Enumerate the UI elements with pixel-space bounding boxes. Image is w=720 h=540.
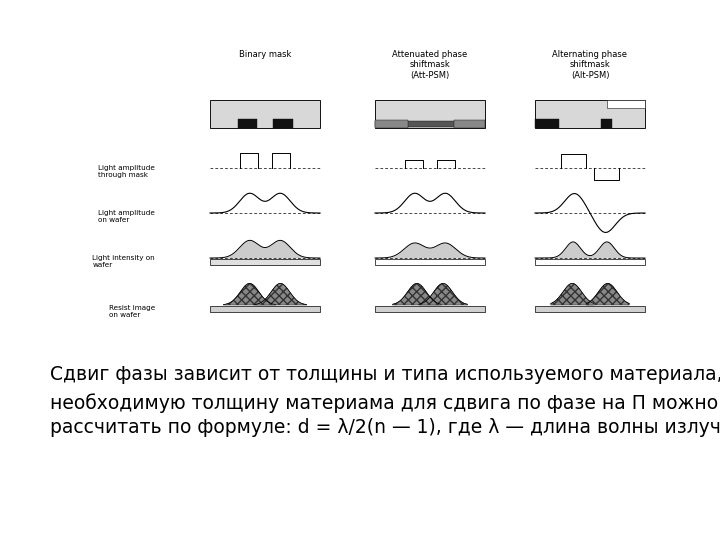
Bar	[375, 259, 485, 265]
Bar	[210, 100, 320, 127]
Bar	[375, 306, 485, 312]
Bar	[210, 259, 320, 265]
Bar	[535, 306, 645, 312]
Bar	[238, 118, 257, 127]
Bar	[606, 100, 645, 107]
Text: необходимую толщину материама для сдвига по фазе на Π можно: необходимую толщину материама для сдвига…	[50, 393, 718, 413]
Bar	[535, 100, 645, 127]
Bar	[454, 119, 485, 127]
Text: Alternating phase
shiftmask
(Alt-PSM): Alternating phase shiftmask (Alt-PSM)	[552, 50, 628, 80]
Text: Attenuated phase
shiftmask
(Att-PSM): Attenuated phase shiftmask (Att-PSM)	[392, 50, 467, 80]
Text: Light amplitude
through mask: Light amplitude through mask	[98, 165, 155, 178]
Text: Light intensity on
wafer: Light intensity on wafer	[92, 255, 155, 268]
Text: рассчитать по формуле: d = λ/2(n — 1), где λ — длина волны излучения.: рассчитать по формуле: d = λ/2(n — 1), г…	[50, 418, 720, 437]
Text: Light amplitude
on wafer: Light amplitude on wafer	[98, 210, 155, 223]
Bar	[535, 118, 559, 127]
Bar	[601, 118, 612, 127]
Text: Resist image
on wafer: Resist image on wafer	[109, 305, 155, 318]
Text: Binary mask: Binary mask	[239, 50, 291, 59]
Bar	[375, 119, 408, 127]
Bar	[273, 118, 292, 127]
Bar	[535, 259, 645, 265]
Bar	[375, 100, 485, 127]
Text: Сдвиг фазы зависит от толщины и типа используемого материала,: Сдвиг фазы зависит от толщины и типа исп…	[50, 365, 720, 384]
Bar	[375, 122, 485, 127]
Bar	[210, 306, 320, 312]
